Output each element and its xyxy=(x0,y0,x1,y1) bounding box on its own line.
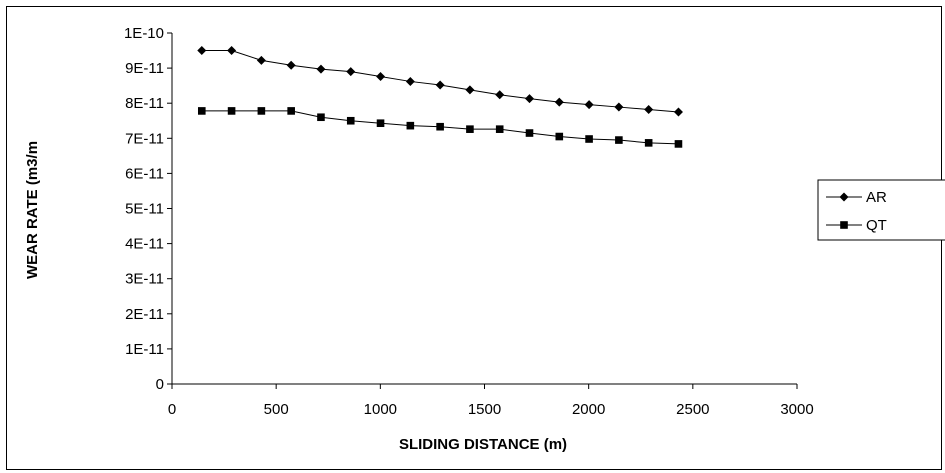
data-point-qt xyxy=(674,140,683,148)
y-tick-label: 1E-10 xyxy=(124,25,164,42)
legend-label-ar: AR xyxy=(866,189,887,206)
data-point-qt xyxy=(227,107,236,115)
data-point-qt xyxy=(376,119,385,128)
x-tick-label: 1000 xyxy=(364,401,397,418)
data-point-qt xyxy=(346,116,355,125)
data-point-ar xyxy=(197,46,207,56)
y-axis-title: WEAR RATE (m3/m xyxy=(24,141,41,279)
y-tick-label: 3E-11 xyxy=(125,271,164,288)
data-point-ar xyxy=(644,105,654,115)
x-tick-label: 500 xyxy=(264,401,289,418)
data-point-ar xyxy=(465,85,475,95)
data-point-ar xyxy=(584,100,594,110)
legend-box xyxy=(817,179,945,241)
legend: AR QT xyxy=(817,179,945,241)
data-point-qt xyxy=(585,135,593,143)
data-point-ar xyxy=(614,102,624,112)
data-point-ar xyxy=(435,80,445,90)
data-point-qt xyxy=(287,107,295,115)
y-tick-label: 0 xyxy=(156,376,164,393)
data-point-qt xyxy=(495,125,504,133)
x-tick-label: 0 xyxy=(168,401,176,418)
y-tick-label: 9E-11 xyxy=(125,60,164,77)
data-point-qt xyxy=(615,136,623,144)
y-tick-label: 8E-11 xyxy=(125,95,164,112)
data-point-qt xyxy=(466,125,474,133)
x-tick-label: 1500 xyxy=(468,401,501,418)
data-point-qt xyxy=(644,139,653,147)
y-tick-label: 6E-11 xyxy=(125,165,164,182)
data-point-ar xyxy=(376,72,386,82)
data-point-ar xyxy=(346,67,356,77)
x-tick-label: 2000 xyxy=(572,401,605,418)
legend-label-qt: QT xyxy=(866,217,887,234)
data-point-qt xyxy=(436,122,444,131)
x-axis-title: SLIDING DISTANCE (m) xyxy=(399,436,567,453)
legend-marker-ar xyxy=(839,192,849,202)
data-point-ar xyxy=(525,94,534,104)
data-point-ar xyxy=(673,107,683,117)
legend-marker-qt xyxy=(840,221,848,229)
axes: 0 1E-11 2E-11 3E-11 4E-11 5E-11 6E-11 7E-11 8E-1… xyxy=(124,25,814,418)
data-point-qt xyxy=(317,113,325,122)
data-point-ar xyxy=(227,46,237,56)
data-point-qt xyxy=(555,132,564,141)
data-point-qt xyxy=(406,121,415,130)
y-tick-label: 2E-11 xyxy=(125,306,164,323)
data-point-ar xyxy=(495,90,505,100)
data-point-ar xyxy=(256,55,266,65)
data-point-qt xyxy=(525,129,534,137)
data-point-ar xyxy=(554,97,564,107)
data-point-qt xyxy=(197,107,206,115)
data-point-ar xyxy=(405,76,415,86)
series-layer xyxy=(197,46,683,148)
data-point-ar xyxy=(316,64,326,74)
y-tick-label: 1E-11 xyxy=(125,341,164,358)
data-point-qt xyxy=(257,107,266,115)
x-tick-label: 2500 xyxy=(676,401,709,418)
y-tick-label: 4E-11 xyxy=(125,236,164,253)
data-point-ar xyxy=(286,60,296,70)
y-tick-label: 7E-11 xyxy=(125,130,164,147)
x-tick-label: 3000 xyxy=(780,401,813,418)
y-tick-label: 5E-11 xyxy=(125,201,164,218)
